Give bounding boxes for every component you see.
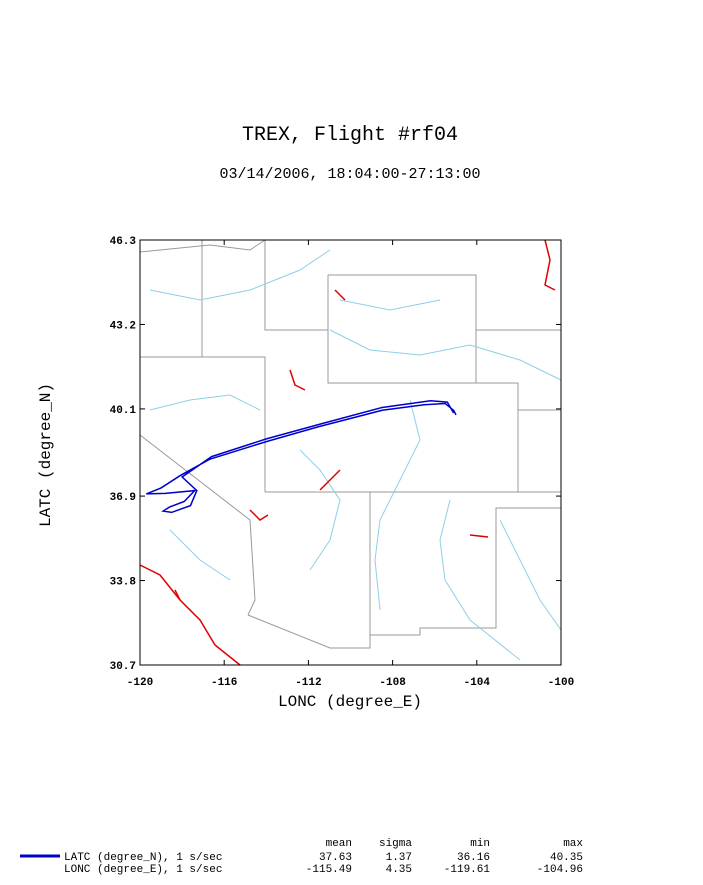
- stats-header: mean: [326, 838, 352, 850]
- river: [299, 449, 341, 571]
- river: [374, 399, 421, 611]
- legend-label: LATC (degree_N), 1 s/sec: [64, 852, 222, 864]
- legend-label: LONC (degree_E), 1 s/sec: [64, 864, 222, 876]
- border: [327, 274, 477, 384]
- water-body: [139, 564, 241, 666]
- x-tick-label: -108: [379, 677, 406, 689]
- y-axis-label: LATC (degree_N): [37, 383, 55, 527]
- plot-frame: [139, 239, 562, 666]
- stats-value: 36.16: [457, 852, 490, 864]
- border: [264, 240, 328, 331]
- stats-header: min: [470, 838, 490, 850]
- stats-value: -119.61: [444, 864, 491, 876]
- stats-value: -115.49: [306, 864, 352, 876]
- x-tick-label: -104: [464, 677, 491, 689]
- y-tick-label: 36.9: [110, 492, 136, 504]
- stats-header: max: [563, 838, 583, 850]
- water-body: [544, 239, 556, 291]
- stats-value: -104.96: [537, 864, 583, 876]
- x-tick-label: -120: [127, 677, 153, 689]
- x-axis-label: LONC (degree_E): [278, 693, 422, 711]
- water-body: [289, 369, 306, 391]
- x-tick-label: -100: [548, 677, 574, 689]
- border: [139, 434, 256, 616]
- border: [139, 239, 266, 253]
- water-body: [249, 509, 269, 521]
- y-tick-label: 33.8: [110, 577, 137, 589]
- water-body: [469, 534, 489, 538]
- stats-value: 40.35: [550, 852, 583, 864]
- river: [149, 249, 331, 301]
- border: [247, 507, 561, 649]
- y-tick-label: 43.2: [110, 320, 136, 332]
- y-tick-label: 40.1: [110, 405, 137, 417]
- river: [169, 529, 231, 581]
- flight-track: [146, 399, 457, 514]
- water-body: [319, 469, 341, 491]
- y-tick-label: 46.3: [110, 236, 137, 248]
- stats-value: 37.63: [319, 852, 352, 864]
- river: [329, 329, 562, 381]
- y-tick-label: 30.7: [110, 661, 136, 673]
- river: [339, 299, 441, 311]
- stats-value: 4.35: [386, 864, 412, 876]
- river: [499, 519, 562, 631]
- map-background: [139, 239, 562, 666]
- chart-title: TREX, Flight #rf04: [242, 124, 458, 147]
- x-tick-label: -112: [295, 677, 321, 689]
- x-tick-label: -116: [211, 677, 237, 689]
- stats-value: 1.37: [386, 852, 412, 864]
- river: [439, 499, 521, 661]
- chart-subtitle: 03/14/2006, 18:04:00-27:13:00: [219, 166, 480, 183]
- border: [140, 356, 266, 492]
- river: [149, 394, 261, 411]
- stats-header: sigma: [379, 838, 412, 850]
- water-body: [174, 589, 181, 601]
- water-body: [334, 289, 346, 301]
